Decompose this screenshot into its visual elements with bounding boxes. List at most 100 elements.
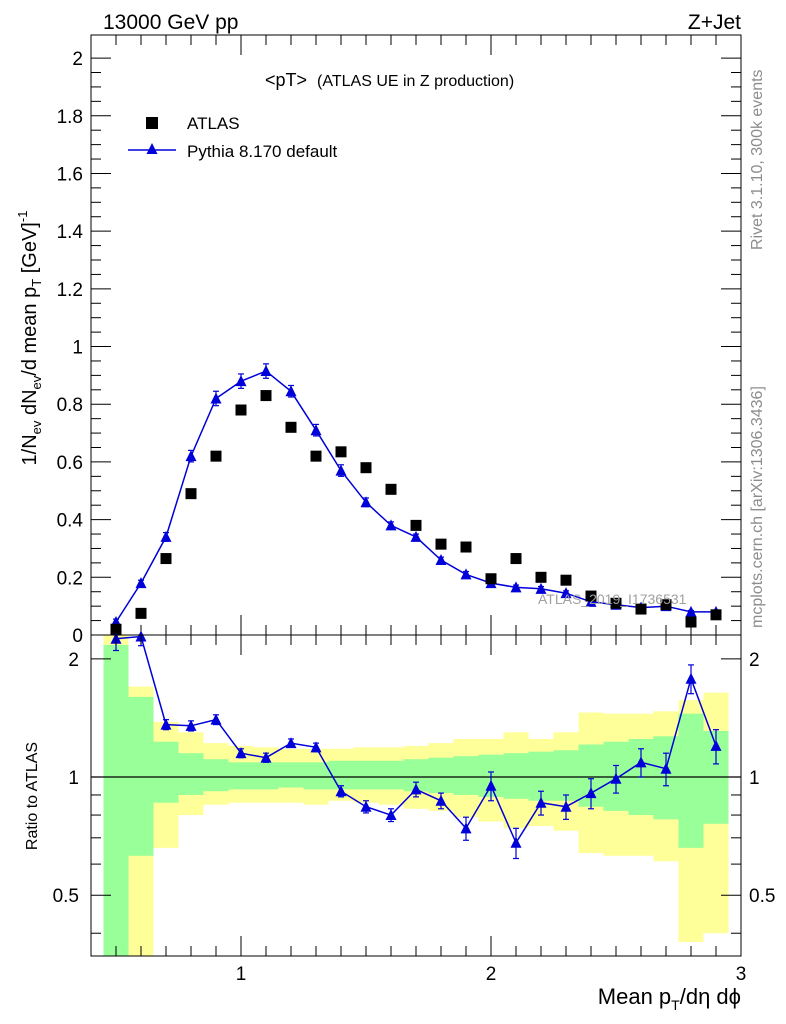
ratio-point [460, 822, 472, 834]
main-y-axis-label: 1/Nev dNev/d mean pT [GeV]-1 [15, 211, 44, 466]
atlas-point [660, 599, 672, 611]
mc-line [115, 370, 716, 623]
atlas-point [410, 519, 422, 531]
plot-title-main: <pT> [265, 70, 307, 90]
main-panel: 0 0.2 0.4 0.6 0.8 1 1.2 1.4 1.6 1.8 2 <pT> (ATLAS … [15, 34, 742, 647]
main-y-tick-label: 0 [72, 626, 83, 647]
atlas-point [310, 450, 322, 462]
atlas-point [435, 538, 447, 550]
main-y-tick-label: 0.6 [57, 453, 83, 474]
mc-point [235, 375, 247, 387]
x-tick-label: 1 [236, 964, 247, 985]
ratio-y-tick-label: 1 [68, 768, 79, 789]
ratio-y-tick-label: 2 [68, 650, 79, 671]
ratio-point [235, 747, 247, 759]
main-y-tick-label: 2 [72, 49, 83, 70]
mc-point [335, 464, 347, 476]
atlas-point [235, 404, 247, 416]
ratio-point [285, 737, 297, 749]
legend: ATLAS Pythia 8.170 default [128, 114, 338, 161]
main-y-tick-label: 1 [72, 338, 83, 359]
ratio-point [685, 672, 697, 684]
uncertainty-band-inner [103, 644, 129, 956]
ratio-point [435, 794, 447, 806]
atlas-point [485, 573, 497, 585]
ratio-point [510, 836, 522, 848]
ratio-point [635, 756, 647, 768]
main-x-ticks [115, 35, 742, 635]
side-label-rivet: Rivet 3.1.10, 300k events [749, 69, 766, 250]
mc-point [260, 365, 272, 377]
main-y-tick-label: 0.2 [57, 568, 83, 589]
ratio-y-tick-label: 0.5 [53, 886, 79, 907]
uncertainty-band-inner [228, 762, 254, 790]
mc-point [210, 392, 222, 404]
atlas-point [360, 462, 372, 474]
main-y-tick-label: 1.2 [57, 280, 83, 301]
header-right: Z+Jet [688, 11, 741, 34]
mc-point [535, 582, 547, 594]
atlas-point [285, 421, 297, 433]
uncertainty-band-inner [453, 756, 479, 795]
mc-point [135, 577, 147, 589]
main-y-tick-label: 0.8 [57, 395, 83, 416]
atlas-point [185, 488, 197, 500]
mc-point [285, 385, 297, 397]
main-y-tick-label: 1.4 [57, 222, 84, 243]
mc-point [160, 530, 172, 542]
legend-atlas-label: ATLAS [187, 114, 240, 133]
main-y-tick-label: 0.4 [57, 511, 84, 532]
atlas-point [635, 603, 647, 615]
atlas-point [560, 574, 572, 586]
mc-point [385, 519, 397, 531]
ratio-y-tick-label-right: 0.5 [749, 886, 775, 907]
uncertainty-band-inner [253, 762, 279, 790]
mc-point [410, 530, 422, 542]
mc-point [460, 568, 472, 580]
ratio-point [610, 772, 622, 784]
mc-point [310, 424, 322, 436]
ratio-panel: 0.5 0.5 1 1 2 2 1 2 3 Ratio to ATLAS Mean pT/dη… [24, 630, 775, 1013]
uncertainty-band-inner [303, 762, 329, 790]
plot-subtitle: (ATLAS UE in Z production) [317, 73, 514, 90]
mc-point [360, 496, 372, 508]
atlas-point [585, 590, 597, 602]
ratio-plot-content [91, 630, 741, 956]
uncertainty-band-inner [353, 760, 379, 790]
main-y-tick-label: 1.6 [57, 164, 83, 185]
legend-atlas-marker [146, 117, 158, 129]
ratio-y-axis-label: Ratio to ATLAS [24, 742, 41, 850]
legend-mc-marker [146, 143, 158, 154]
ratio-point [535, 796, 547, 808]
atlas-point [460, 541, 472, 553]
atlas-point [385, 483, 397, 495]
ratio-point [710, 739, 722, 751]
ratio-x-ticks: 1 2 3 [115, 635, 746, 985]
ratio-point [560, 800, 572, 812]
uncertainty-band-inner [128, 696, 154, 856]
uncertainty-band-inner [378, 760, 404, 790]
atlas-point [135, 607, 147, 619]
x-axis-label: Mean pT/dη dϕ [598, 984, 741, 1013]
uncertainty-band-inner [203, 759, 229, 792]
mc-point [685, 605, 697, 617]
uncertainty-band-inner [278, 762, 304, 788]
ratio-point [385, 809, 397, 821]
mc-point [185, 450, 197, 462]
atlas-point [160, 553, 172, 565]
atlas-point [610, 597, 622, 609]
ratio-point [185, 719, 197, 731]
ratio-point [210, 713, 222, 725]
uncertainty-band-inner [553, 750, 579, 801]
side-label-mcplots: mcplots.cern.ch [arXiv:1306.3436] [749, 386, 766, 628]
mc-point [560, 587, 572, 599]
atlas-point [210, 450, 222, 462]
header-left: 13000 GeV pp [103, 11, 238, 34]
atlas-point [510, 553, 522, 565]
atlas-point [260, 390, 272, 402]
plot-title: <pT> (ATLAS UE in Z production) [265, 70, 514, 90]
uncertainty-band-inner [153, 741, 179, 803]
uncertainty-band-inner [428, 757, 454, 794]
legend-mc-label: Pythia 8.170 default [187, 142, 338, 161]
